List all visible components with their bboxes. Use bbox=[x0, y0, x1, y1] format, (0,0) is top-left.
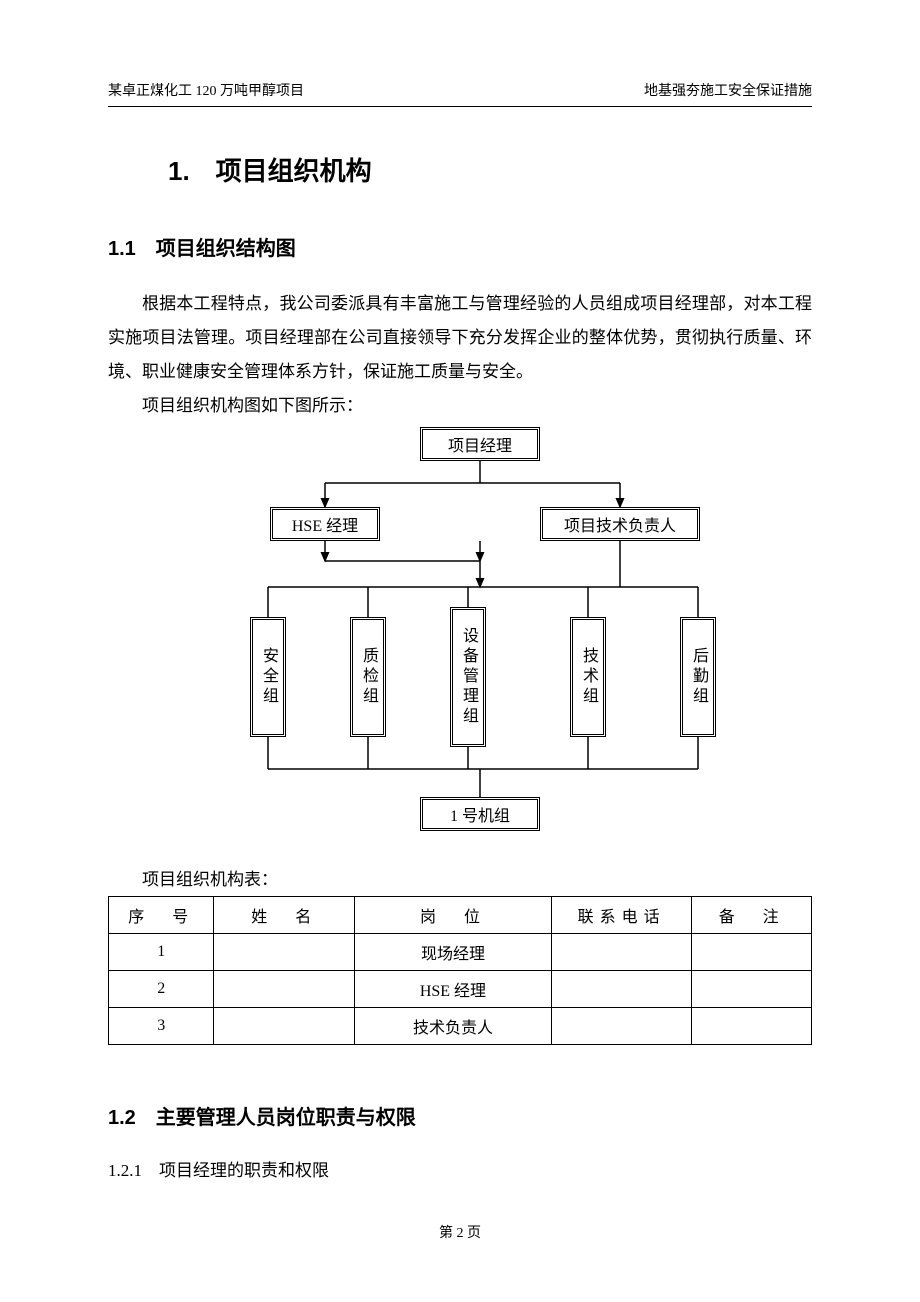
org-node-g1: 安全组 bbox=[250, 617, 286, 737]
table-col-2: 岗 位 bbox=[355, 897, 552, 934]
heading-1: 1. 项目组织机构 bbox=[168, 151, 812, 188]
table-col-0: 序 号 bbox=[109, 897, 214, 934]
org-node-g3: 设备管理组 bbox=[450, 607, 486, 747]
table-cell: 2 bbox=[109, 971, 214, 1008]
table-cell: 技术负责人 bbox=[355, 1008, 552, 1045]
table-cell bbox=[551, 934, 692, 971]
table-cell bbox=[551, 971, 692, 1008]
heading-1-2: 1.2 主要管理人员岗位职责与权限 bbox=[108, 1101, 812, 1130]
table-row: 2 HSE 经理 bbox=[109, 971, 812, 1008]
table-caption: 项目组织机构表： bbox=[108, 865, 812, 890]
table-cell bbox=[692, 1008, 812, 1045]
table-cell: 3 bbox=[109, 1008, 214, 1045]
table-row: 3 技术负责人 bbox=[109, 1008, 812, 1045]
org-node-hse: HSE 经理 bbox=[270, 507, 380, 541]
table-cell bbox=[692, 971, 812, 1008]
table-cell bbox=[214, 934, 355, 971]
org-node-g2: 质检组 bbox=[350, 617, 386, 737]
table-cell bbox=[214, 1008, 355, 1045]
org-node-g4: 技术组 bbox=[570, 617, 606, 737]
org-node-g5: 后勤组 bbox=[680, 617, 716, 737]
heading-1-2-1: 1.2.1 项目经理的职责和权限 bbox=[108, 1156, 812, 1181]
table-cell: HSE 经理 bbox=[355, 971, 552, 1008]
table-col-4: 备 注 bbox=[692, 897, 812, 934]
table-row: 1 现场经理 bbox=[109, 934, 812, 971]
document-page: 某卓正煤化工 120 万吨甲醇项目 地基强夯施工安全保证措施 1. 项目组织机构… bbox=[0, 0, 920, 1302]
table-cell: 现场经理 bbox=[355, 934, 552, 971]
org-node-tech: 项目技术负责人 bbox=[540, 507, 700, 541]
header-left: 某卓正煤化工 120 万吨甲醇项目 bbox=[108, 80, 304, 100]
table-cell bbox=[692, 934, 812, 971]
org-node-pm: 项目经理 bbox=[420, 427, 540, 461]
table-cell bbox=[214, 971, 355, 1008]
page-footer: 第 2 页 bbox=[0, 1222, 920, 1242]
org-table: 序 号姓 名岗 位联系电话备 注 1 现场经理 2 HSE 经理 3 技术负责人 bbox=[108, 896, 812, 1045]
heading-1-1: 1.1 项目组织结构图 bbox=[108, 232, 812, 261]
table-cell: 1 bbox=[109, 934, 214, 971]
table-col-1: 姓 名 bbox=[214, 897, 355, 934]
paragraph-intro: 根据本工程特点，我公司委派具有丰富施工与管理经验的人员组成项目经理部，对本工程实… bbox=[108, 287, 812, 389]
table-cell bbox=[551, 1008, 692, 1045]
org-chart: 项目经理 HSE 经理 项目技术负责人安全组 质检组 设备管理组 技术组 后勤组 1 号机组 bbox=[180, 427, 740, 847]
header-right: 地基强夯施工安全保证措施 bbox=[644, 80, 812, 100]
org-node-unit: 1 号机组 bbox=[420, 797, 540, 831]
page-header: 某卓正煤化工 120 万吨甲醇项目 地基强夯施工安全保证措施 bbox=[108, 80, 812, 107]
paragraph-chart-lead: 项目组织机构图如下图所示： bbox=[108, 389, 812, 423]
table-header-row: 序 号姓 名岗 位联系电话备 注 bbox=[109, 897, 812, 934]
table-col-3: 联系电话 bbox=[551, 897, 692, 934]
